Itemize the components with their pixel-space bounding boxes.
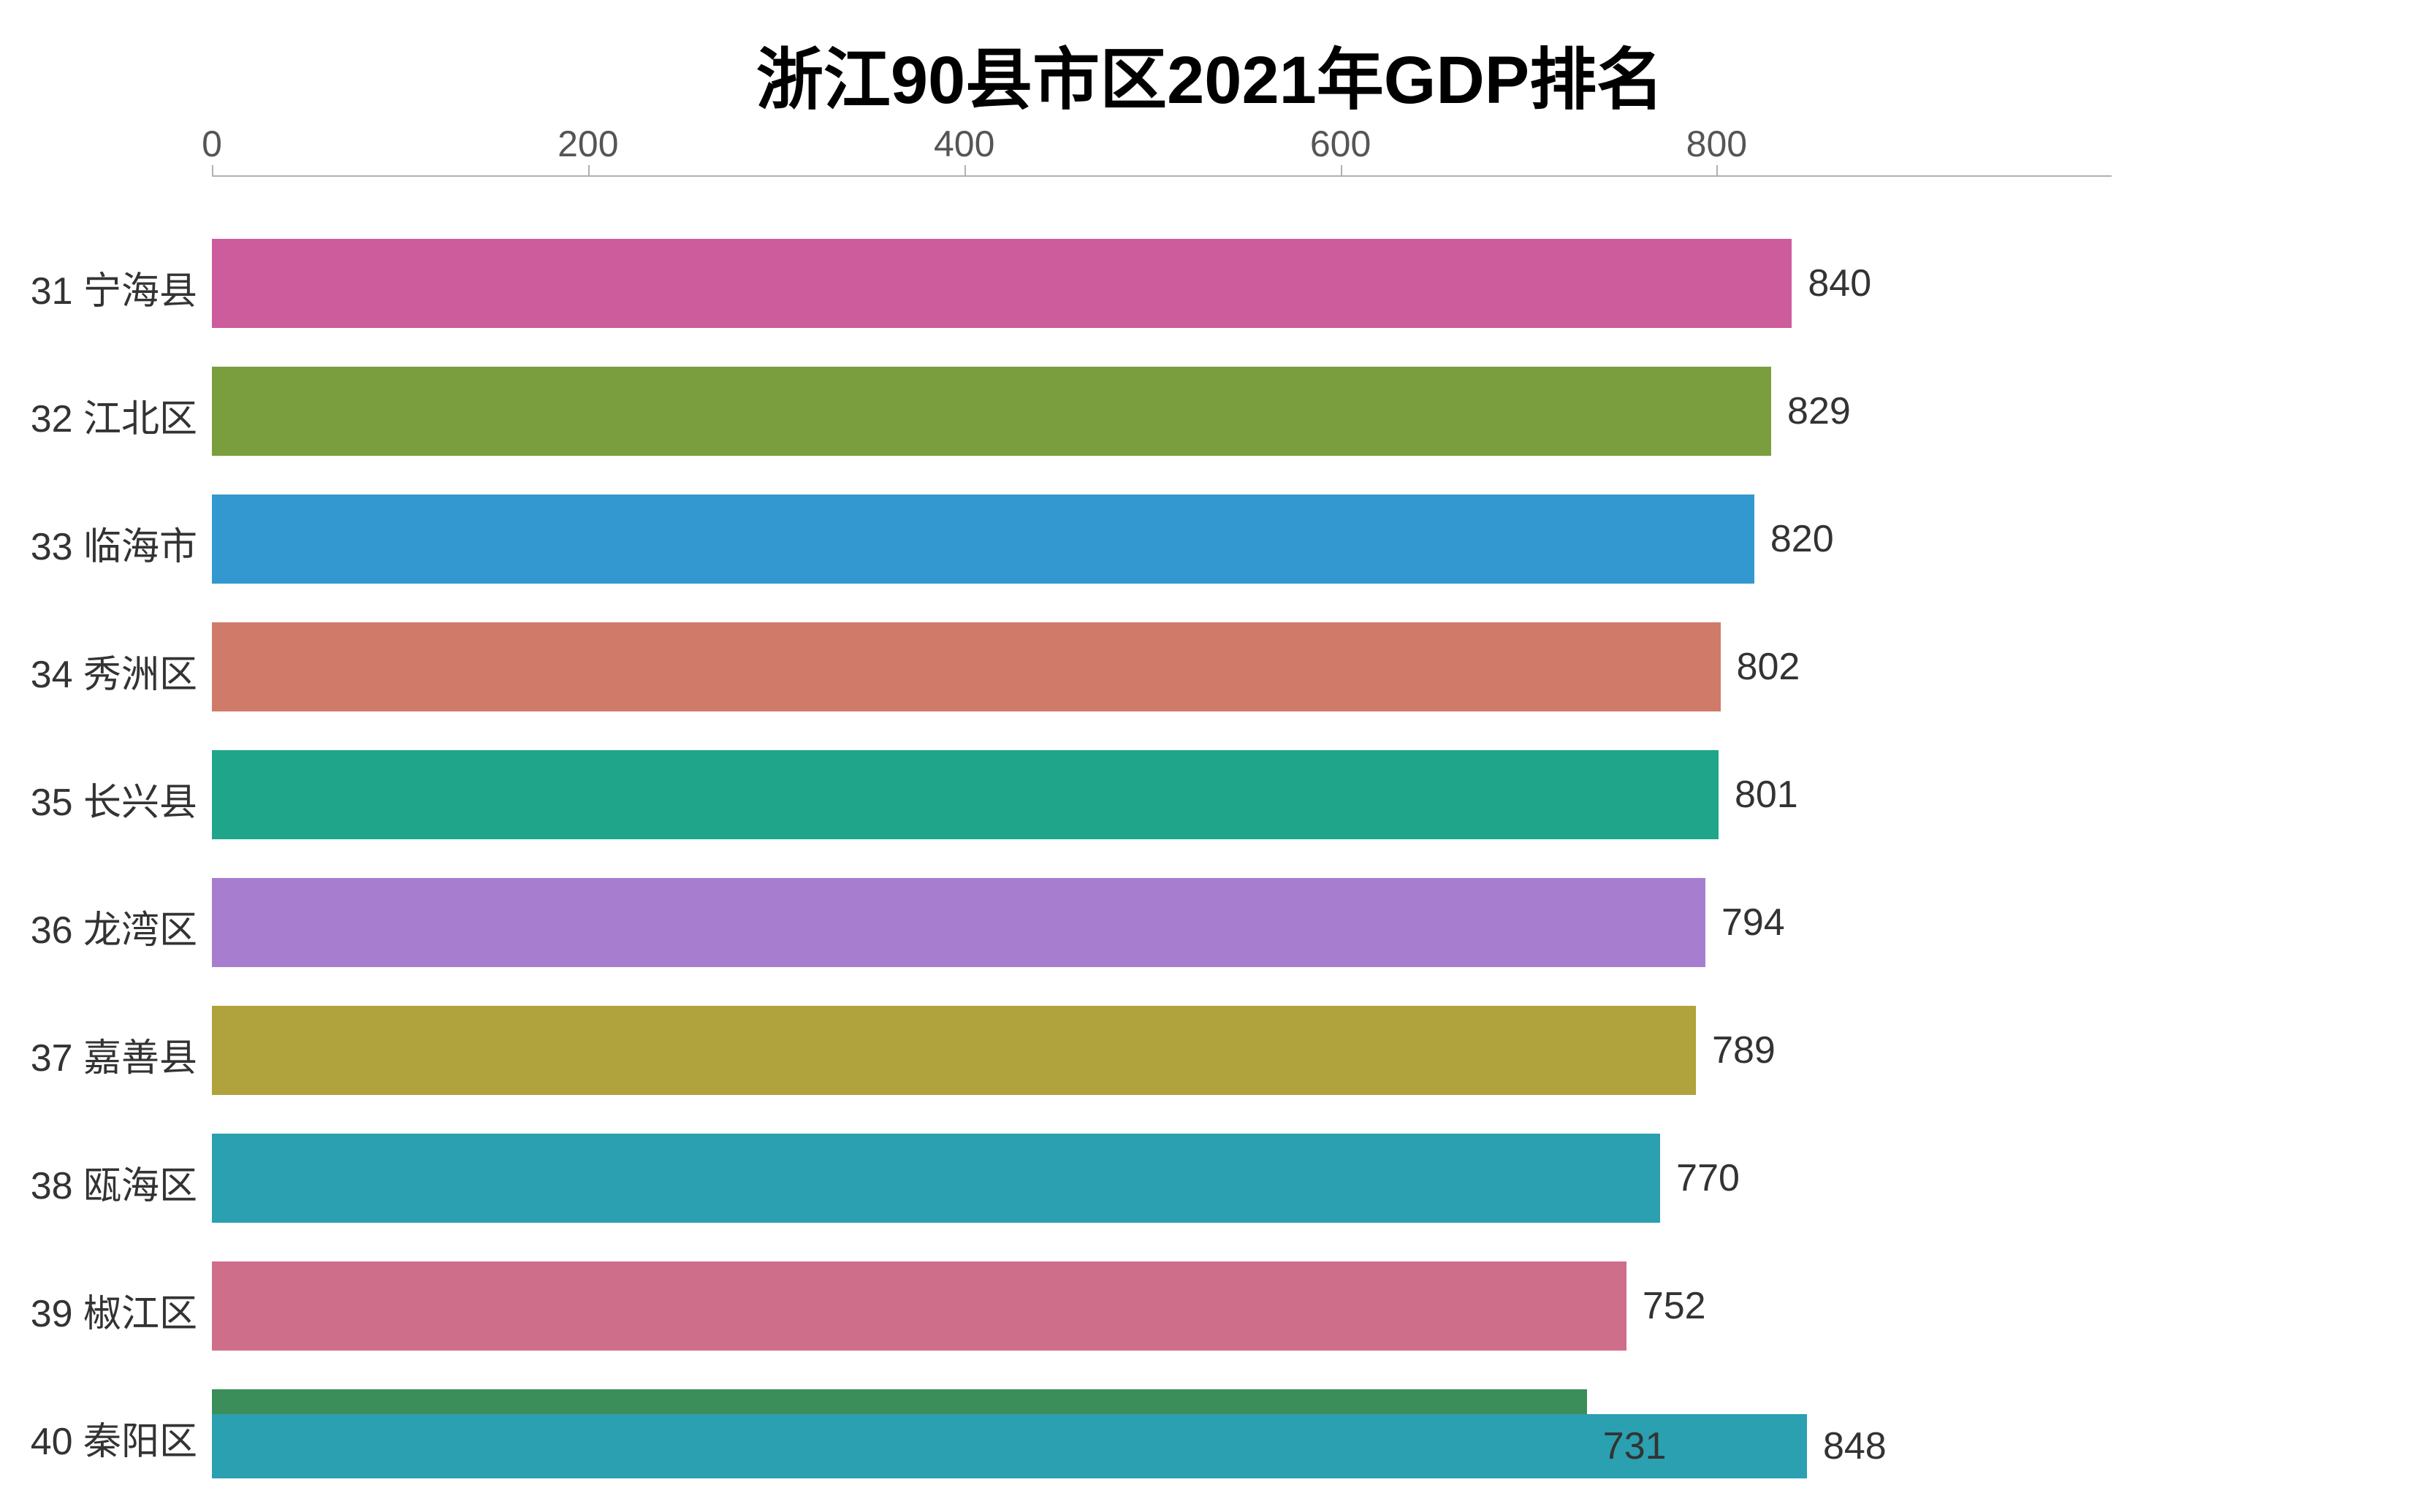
x-tick-label: 200 [558, 123, 618, 165]
y-axis-label: 39 椒江区 [31, 1283, 197, 1337]
gdp-bar-chart: 浙江90县市区2021年GDP排名 020040060080031 宁海县840… [0, 0, 2420, 1512]
bar-row: 789 [212, 1006, 1696, 1095]
bar [212, 367, 1771, 456]
bar [212, 1006, 1696, 1095]
x-tick-mark [1341, 165, 1342, 175]
bar [212, 1261, 1626, 1351]
bar [212, 495, 1754, 584]
x-tick-label: 0 [202, 123, 222, 165]
y-axis-label: 37 嘉善县 [31, 1027, 197, 1082]
overlay-inner-value-label: 731 [1603, 1424, 1667, 1468]
bar-value-label: 752 [1626, 1284, 1706, 1328]
x-tick-label: 400 [934, 123, 994, 165]
bar-row: 820 [212, 495, 1754, 584]
bar-row: 840 [212, 239, 1792, 328]
bar-value-label: 801 [1719, 773, 1798, 817]
overlay-bar [212, 1414, 1807, 1478]
bar-value-label: 789 [1696, 1028, 1776, 1072]
y-axis-label: 40 秦阳区 [31, 1410, 197, 1465]
y-axis-label: 35 长兴县 [31, 771, 197, 826]
bar-row: 829 [212, 367, 1771, 456]
bar [212, 622, 1721, 711]
y-axis-label: 36 龙湾区 [31, 899, 197, 954]
overlay-bar-value-label: 848 [1807, 1424, 1887, 1468]
x-tick-mark [212, 165, 213, 175]
bar-row: 802 [212, 622, 1721, 711]
bar [212, 1134, 1660, 1223]
bar-row: 752 [212, 1261, 1626, 1351]
bar-value-label: 802 [1721, 645, 1800, 689]
bar-row: 794 [212, 878, 1705, 967]
y-axis-label: 34 秀洲区 [31, 644, 197, 698]
x-tick-mark [964, 165, 966, 175]
bar-value-label: 820 [1754, 517, 1834, 561]
bar-value-label: 829 [1771, 389, 1851, 433]
bar [212, 878, 1705, 967]
x-tick-label: 800 [1686, 123, 1747, 165]
chart-title: 浙江90县市区2021年GDP排名 [0, 26, 2420, 123]
bar [212, 750, 1719, 839]
overlay-bar-row: 848731 [212, 1414, 1807, 1478]
x-axis-line [212, 175, 2112, 177]
bar-row: 801 [212, 750, 1719, 839]
x-tick-mark [588, 165, 590, 175]
bar-value-label: 770 [1660, 1156, 1740, 1200]
y-axis-label: 31 宁海县 [31, 260, 197, 315]
y-axis-label: 38 瓯海区 [31, 1155, 197, 1210]
bar-value-label: 840 [1792, 261, 1871, 305]
plot-area: 020040060080031 宁海县84032 江北区82933 临海市820… [212, 219, 2112, 1512]
x-tick-mark [1716, 165, 1718, 175]
bar-value-label: 794 [1705, 901, 1785, 944]
x-tick-label: 600 [1310, 123, 1371, 165]
bar [212, 239, 1792, 328]
bar-row: 770 [212, 1134, 1660, 1223]
y-axis-label: 32 江北区 [31, 388, 197, 443]
y-axis-label: 33 临海市 [31, 516, 197, 570]
